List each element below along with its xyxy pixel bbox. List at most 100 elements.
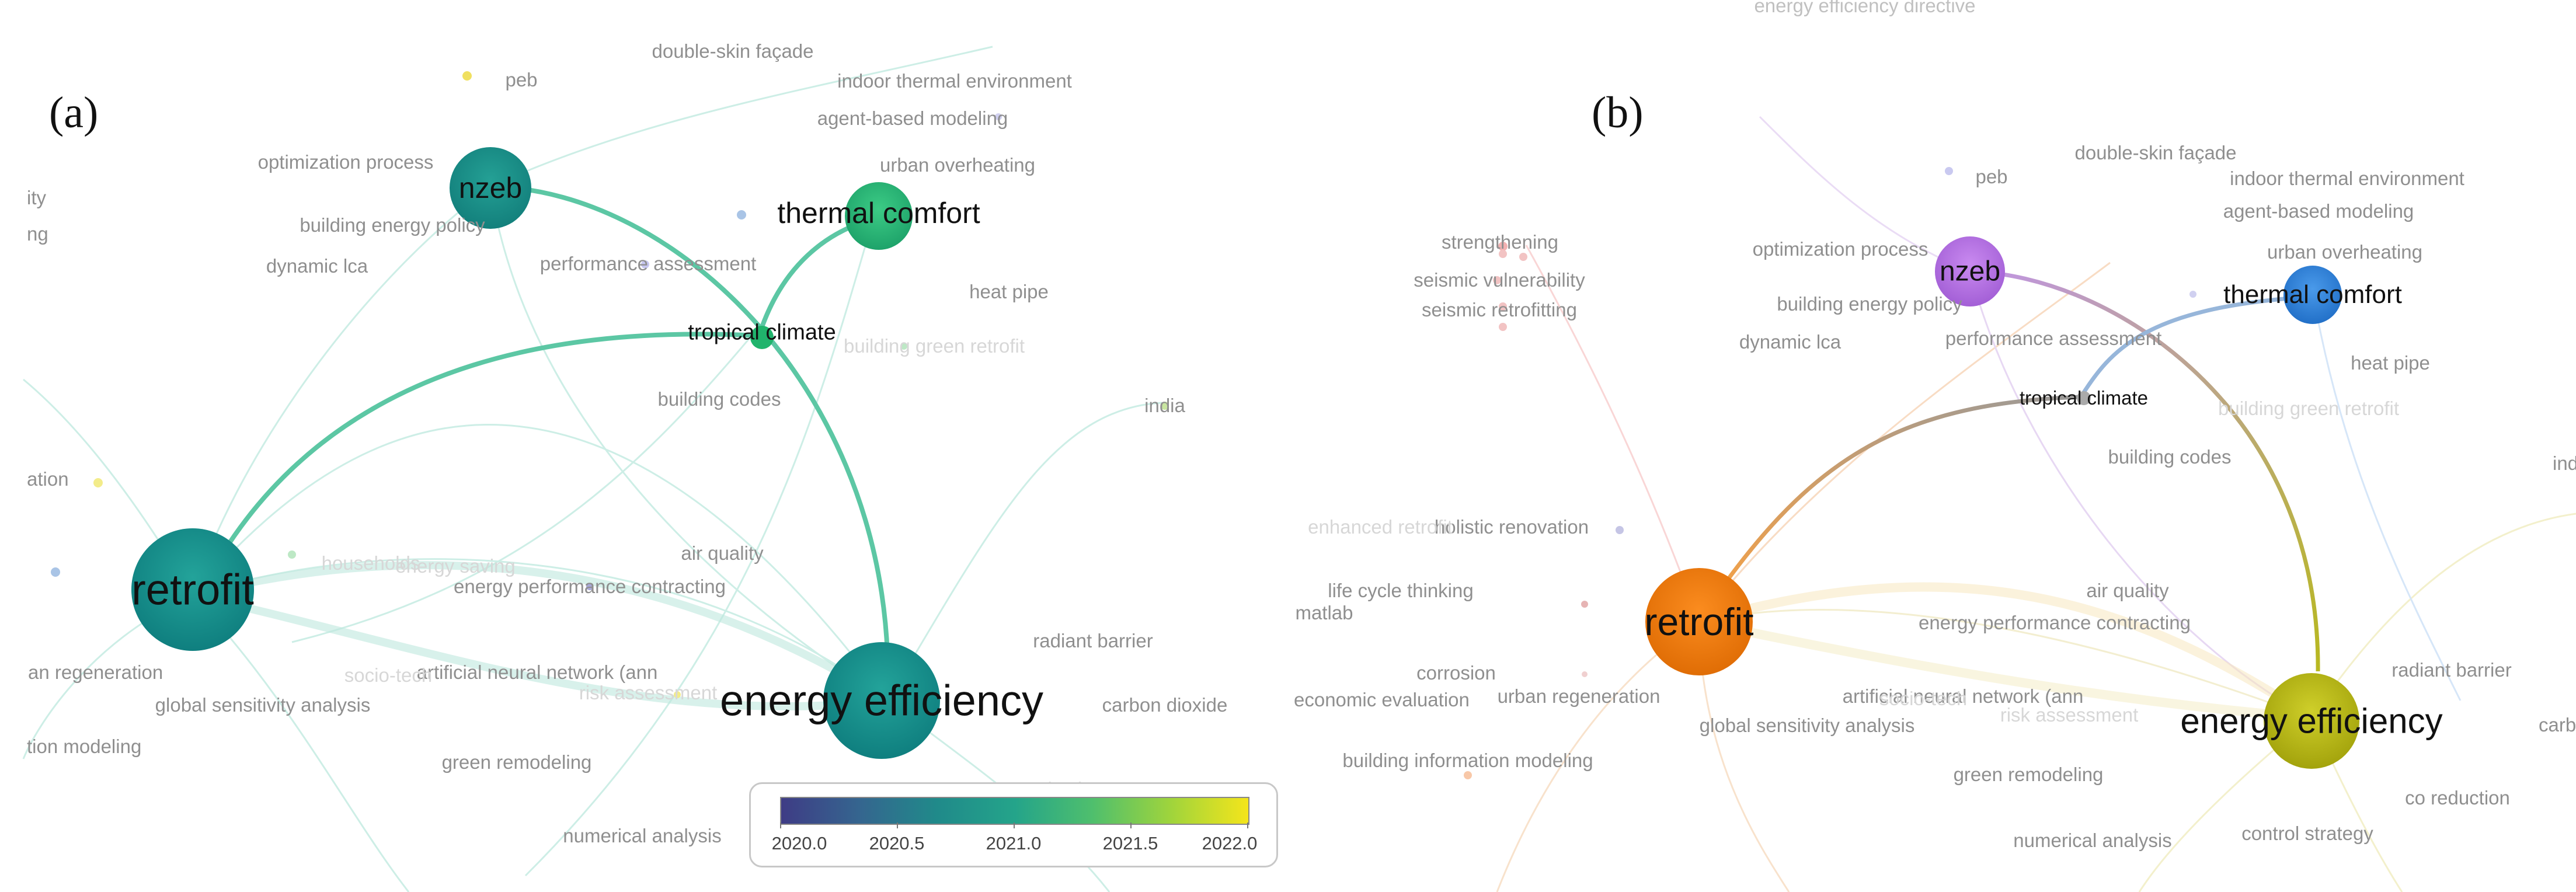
label-double-skin-facade: double-skin façade xyxy=(652,40,814,62)
node-label-thermal-comfort: thermal comfort xyxy=(2223,280,2402,309)
label-building-green-retrofit: building green retrofit xyxy=(2218,398,2400,419)
label-life-cycle-thinking: life cycle thinking xyxy=(1328,580,1474,601)
label-matlab: matlab xyxy=(1295,602,1353,623)
label-numerical-analysis: numerical analysis xyxy=(2013,830,2172,851)
label-urban-regeneration-cut: an regeneration xyxy=(28,661,163,683)
label-seismic-vulnerability: seismic vulnerability xyxy=(1414,269,1585,291)
node-nzeb[interactable] xyxy=(1935,236,2005,306)
label-control-strategy: control strategy xyxy=(2241,823,2373,844)
panel-a-overlay-visualization: (a) peb double-skin façade indoor therma… xyxy=(0,0,1284,892)
label-heat-pipe: heat pipe xyxy=(2351,352,2430,374)
label-ng-cut: ng xyxy=(27,223,48,245)
label-numerical-analysis: numerical analysis xyxy=(563,825,722,846)
legend-tick-label: 2022.0 xyxy=(1202,833,1258,853)
label-ity-cut: ity xyxy=(27,187,46,208)
legend-tick-label: 2021.5 xyxy=(1102,833,1158,853)
overlay-color-legend: 2020.0 2020.5 2021.0 2021.5 2022.0 xyxy=(749,782,1278,867)
label-holistic-renovation: holistic renovation xyxy=(1434,516,1589,538)
label-green-remodeling: green remodeling xyxy=(1953,764,2104,785)
label-building-codes: building codes xyxy=(657,388,781,410)
background-bundles xyxy=(192,561,890,710)
label-air-quality: air quality xyxy=(681,542,764,564)
label-risk-assessment: risk assessment xyxy=(579,682,718,703)
node-label-retrofit: retrofit xyxy=(131,565,254,614)
label-energy-performance-contracting: energy performance contracting xyxy=(1919,612,2191,633)
label-households: households xyxy=(321,552,420,574)
label-artificial-neural-network: artificial neural network (ann xyxy=(416,661,658,683)
link-tropical-thermal xyxy=(2079,295,2297,398)
highlighted-links xyxy=(1723,269,2320,672)
label-co-reduction: co reduction xyxy=(2405,787,2510,809)
panel-b-cluster-visualization: (b) energy efficiency directive peb doub… xyxy=(1293,0,2576,892)
label-heat-pipe: heat pipe xyxy=(969,281,1049,302)
label-peb: peb xyxy=(1975,166,2008,187)
node-nzeb[interactable] xyxy=(450,147,531,229)
label-corrosion: corrosion xyxy=(1416,662,1496,684)
label-seismic-retrofitting: seismic retrofitting xyxy=(1422,299,1577,320)
label-india: india xyxy=(1144,395,1185,416)
label-enhanced-retrofit: enhanced retrofit xyxy=(1308,516,1453,538)
legend-tick xyxy=(780,823,781,828)
label-dynamic-lca: dynamic lca xyxy=(1739,331,1842,353)
link-retrofit-tropical xyxy=(1723,395,2081,586)
label-artificial-neural-network: artificial neural network (ann xyxy=(1842,685,2084,707)
label-energy-performance-contracting: energy performance contracting xyxy=(454,576,726,597)
label-peb: peb xyxy=(505,69,538,90)
background-links xyxy=(1496,116,2576,892)
node-thermal-comfort[interactable] xyxy=(845,182,913,250)
label-building-information-modeling: building information modeling xyxy=(1342,750,1593,771)
node-label-tropical-climate: tropical climate xyxy=(688,320,836,345)
label-global-sensitivity-analysis: global sensitivity analysis xyxy=(155,694,371,716)
label-ation-cut: ation xyxy=(27,468,69,490)
legend-tick xyxy=(1130,823,1132,828)
node-label-tropical-climate: tropical climate xyxy=(2019,387,2149,409)
label-urban-regeneration: urban regeneration xyxy=(1497,685,1661,707)
node-energy-efficiency[interactable] xyxy=(823,642,940,759)
label-economic-evaluation: economic evaluation xyxy=(1294,689,1470,710)
label-indoor-thermal-environment: indoor thermal environment xyxy=(837,70,1072,92)
node-tropical-climate[interactable] xyxy=(2077,391,2091,405)
legend-tick-label: 2021.0 xyxy=(986,833,1042,853)
label-radiant-barrier: radiant barrier xyxy=(1033,630,1153,651)
label-performance-assessment: performance assessment xyxy=(1945,327,2162,349)
legend-gradient-bar xyxy=(780,797,1249,825)
label-agent-based-modeling: agent-based modeling xyxy=(2223,200,2414,222)
node-retrofit[interactable] xyxy=(131,528,254,651)
label-air-quality: air quality xyxy=(2086,580,2169,601)
link-retrofit-tropical xyxy=(220,332,760,556)
label-risk-assessment: risk assessment xyxy=(2000,704,2139,726)
label-urban-overheating: urban overheating xyxy=(2267,241,2423,263)
label-carbon-dioxide: carbon dioxide xyxy=(1102,694,1228,716)
label-energy-saving: energy saving xyxy=(395,555,516,577)
panel-a-network-graph xyxy=(22,46,1169,892)
node-label-energy-efficiency: energy efficiency xyxy=(2180,701,2443,741)
label-performance-assessment: performance assessment xyxy=(539,253,757,274)
label-urban-overheating: urban overheating xyxy=(879,154,1036,176)
label-building-energy-policy: building energy policy xyxy=(1777,293,1962,315)
label-double-skin-facade: double-skin façade xyxy=(2074,142,2237,163)
label-dynamic-lca: dynamic lca xyxy=(266,255,368,277)
label-simulation-modeling-cut: tion modeling xyxy=(27,736,142,757)
legend-tick-label: 2020.0 xyxy=(771,833,827,853)
node-energy-efficiency[interactable] xyxy=(2264,673,2359,769)
link-nzeb-energy xyxy=(1969,269,2320,672)
label-energy-efficiency-directive: energy efficiency directive xyxy=(1754,0,1976,16)
label-radiant-barrier: radiant barrier xyxy=(2391,659,2512,681)
node-tropical-climate[interactable] xyxy=(750,326,774,349)
node-retrofit[interactable] xyxy=(1645,568,1753,675)
legend-tick-label: 2020.5 xyxy=(869,833,925,853)
node-thermal-comfort[interactable] xyxy=(2283,266,2342,324)
label-optimization-process: optimization process xyxy=(257,151,434,173)
label-strengthening: strengthening xyxy=(1442,231,1558,253)
label-building-energy-policy: building energy policy xyxy=(300,214,485,236)
background-bundles xyxy=(1697,582,2314,723)
node-label-thermal-comfort: thermal comfort xyxy=(777,197,980,229)
label-socio-tech: socio-tech xyxy=(1879,688,1968,709)
panel-a-label: (a) xyxy=(49,88,99,137)
panel-b-network-graph xyxy=(1464,116,2576,892)
legend-tick xyxy=(897,823,898,828)
node-label-retrofit: retrofit xyxy=(1644,600,1754,643)
node-label-nzeb: nzeb xyxy=(458,172,523,204)
label-building-green-retrofit: building green retrofit xyxy=(843,335,1025,357)
label-socio-tech: socio-tech xyxy=(344,664,433,686)
